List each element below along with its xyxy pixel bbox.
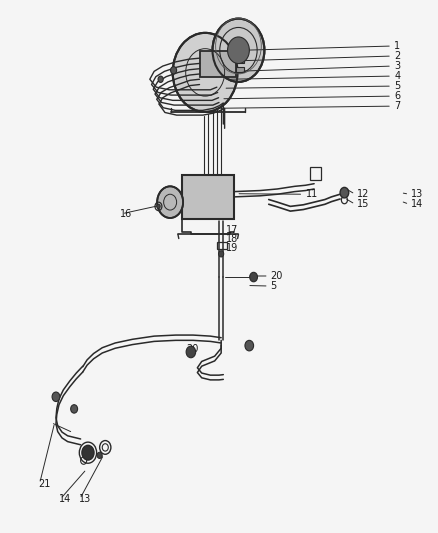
- Text: 6: 6: [394, 91, 400, 101]
- Circle shape: [245, 341, 254, 351]
- Text: 3: 3: [394, 61, 400, 71]
- Circle shape: [219, 251, 224, 257]
- Text: 13: 13: [78, 494, 91, 504]
- Circle shape: [212, 19, 265, 82]
- Circle shape: [250, 272, 258, 282]
- Bar: [217, 242, 227, 248]
- Text: 15: 15: [357, 199, 370, 209]
- Circle shape: [157, 204, 160, 208]
- Text: 7: 7: [394, 101, 400, 111]
- Text: 13: 13: [411, 189, 424, 199]
- Text: 5: 5: [270, 281, 276, 291]
- Circle shape: [340, 188, 349, 198]
- Circle shape: [158, 76, 163, 83]
- Text: 21: 21: [38, 479, 51, 489]
- Circle shape: [170, 67, 177, 74]
- Circle shape: [186, 346, 196, 358]
- Circle shape: [82, 445, 94, 460]
- Text: 14: 14: [59, 494, 71, 504]
- Text: 5: 5: [394, 81, 400, 91]
- Bar: [236, 58, 244, 63]
- Text: 18: 18: [226, 233, 238, 244]
- Text: 20: 20: [270, 271, 283, 281]
- Text: 20: 20: [187, 344, 199, 354]
- Bar: [200, 51, 236, 77]
- Circle shape: [173, 33, 237, 112]
- Text: 16: 16: [120, 209, 132, 219]
- Bar: [310, 167, 321, 180]
- Text: 4: 4: [394, 71, 400, 81]
- Bar: [236, 67, 244, 72]
- Text: 1: 1: [394, 41, 400, 51]
- Circle shape: [71, 405, 78, 413]
- Text: 14: 14: [411, 199, 424, 209]
- Text: 17: 17: [226, 224, 238, 235]
- Circle shape: [228, 37, 249, 63]
- Text: 12: 12: [357, 189, 370, 199]
- Text: 19: 19: [226, 243, 238, 253]
- Text: 2: 2: [394, 51, 400, 61]
- Text: 11: 11: [305, 189, 318, 199]
- Circle shape: [157, 187, 183, 218]
- Bar: [182, 175, 234, 219]
- Circle shape: [97, 452, 102, 458]
- Circle shape: [52, 392, 60, 401]
